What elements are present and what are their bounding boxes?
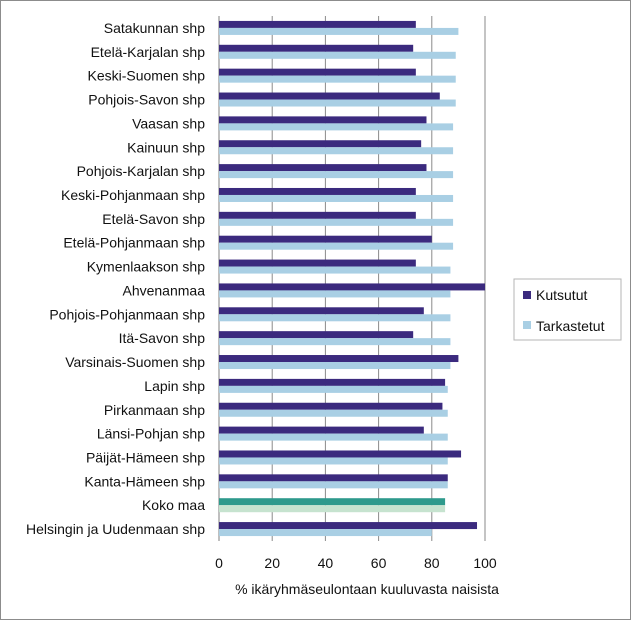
bar-kutsutut-varsinais-suomen-shp xyxy=(219,355,459,363)
bar-tarkastetut-pohjois-pohjanmaan-shp xyxy=(219,314,451,322)
bar-kutsutut-lansi-pohjan-shp xyxy=(219,426,424,434)
bar-tarkastetut-kymenlaakson-shp xyxy=(219,266,451,274)
category-labels: Satakunnan shp Etelä-Karjalan shp Keski-Su… xyxy=(26,20,205,537)
bar-tarkastetut-satakunnan-shp xyxy=(219,27,459,35)
legend-label-tarkastetut: Tarkastetut xyxy=(536,318,605,334)
bar-tarkastetut-pohjois-karjalan-shp xyxy=(219,171,454,179)
bar-kutsutut-etela-pohjanmaan-shp xyxy=(219,235,432,243)
category-label-koko-maa: Koko maa xyxy=(142,497,205,513)
x-axis-title: % ikäryhmäseulontaan kuuluvasta naisista xyxy=(235,581,499,597)
category-label-lapin-shp: Lapin shp xyxy=(144,378,205,394)
legend-box xyxy=(513,278,622,341)
category-label-kanta-hameen-shp: Kanta-Hämeen shp xyxy=(84,473,205,489)
bar-tarkastetut-ita-savon-shp xyxy=(219,338,451,346)
bar-kutsutut-ahvenanmaa xyxy=(219,283,485,291)
bar-kutsutut-vaasan-shp xyxy=(219,116,427,124)
category-label-ita-savon-shp: Itä-Savon shp xyxy=(119,330,206,346)
x-tick-label-80: 80 xyxy=(424,555,440,571)
bar-tarkastetut-vaasan-shp xyxy=(219,123,454,131)
bar-kutsutut-satakunnan-shp xyxy=(219,20,416,28)
bar-kutsutut-keski-pohjanmaan-shp xyxy=(219,187,416,195)
x-tick-labels: 0 20 40 60 80 100 xyxy=(215,555,497,571)
bar-kutsutut-kymenlaakson-shp xyxy=(219,259,416,267)
bar-kutsutut-pohjois-savon-shp xyxy=(219,92,440,100)
bar-tarkastetut-varsinais-suomen-shp xyxy=(219,362,451,370)
bar-kutsutut-pohjois-pohjanmaan-shp xyxy=(219,307,424,315)
bar-kutsutut-etela-savon-shp xyxy=(219,211,416,219)
category-label-keski-suomen-shp: Keski-Suomen shp xyxy=(87,68,205,84)
category-label-pohjois-pohjanmaan-shp: Pohjois-Pohjanmaan shp xyxy=(49,306,205,322)
bars xyxy=(219,20,485,537)
bar-kutsutut-kainuun-shp xyxy=(219,140,422,148)
bar-tarkastetut-lansi-pohjan-shp xyxy=(219,433,448,441)
category-label-ahvenanmaa: Ahvenanmaa xyxy=(122,282,205,298)
bar-tarkastetut-etela-karjalan-shp xyxy=(219,51,456,59)
x-tick-label-20: 20 xyxy=(264,555,280,571)
category-label-vaasan-shp: Vaasan shp xyxy=(132,115,205,131)
category-label-keski-pohjanmaan-shp: Keski-Pohjanmaan shp xyxy=(61,187,205,203)
bar-tarkastetut-ahvenanmaa xyxy=(219,290,451,298)
bar-kutsutut-etela-karjalan-shp xyxy=(219,44,414,52)
category-label-etela-pohjanmaan-shp: Etelä-Pohjanmaan shp xyxy=(63,235,205,251)
category-label-kymenlaakson-shp: Kymenlaakson shp xyxy=(87,259,206,275)
bar-kutsutut-keski-suomen-shp xyxy=(219,68,416,76)
bar-kutsutut-kanta-hameen-shp xyxy=(219,474,448,482)
bar-kutsutut-koko-maa xyxy=(219,498,446,506)
legend: Kutsutut Tarkastetut xyxy=(513,278,622,341)
category-label-kainuun-shp: Kainuun shp xyxy=(127,139,205,155)
x-tick-label-100: 100 xyxy=(473,555,497,571)
category-label-paijat-hameen-shp: Päijät-Hämeen shp xyxy=(86,449,205,465)
bar-tarkastetut-etela-savon-shp xyxy=(219,218,454,226)
bar-tarkastetut-kainuun-shp xyxy=(219,147,454,155)
x-tick-label-40: 40 xyxy=(318,555,334,571)
category-label-pohjois-karjalan-shp: Pohjois-Karjalan shp xyxy=(77,163,206,179)
legend-swatch-kutsutut xyxy=(523,291,531,299)
category-label-lansi-pohjan-shp: Länsi-Pohjan shp xyxy=(97,426,205,442)
x-tick-label-0: 0 xyxy=(215,555,223,571)
bar-tarkastetut-helsingin-ja-uudenmaan-shp xyxy=(219,529,432,537)
bar-tarkastetut-kanta-hameen-shp xyxy=(219,481,448,489)
category-label-satakunnan-shp: Satakunnan shp xyxy=(104,20,205,36)
bar-kutsutut-lapin-shp xyxy=(219,378,446,386)
x-tick-label-60: 60 xyxy=(371,555,387,571)
bar-kutsutut-helsingin-ja-uudenmaan-shp xyxy=(219,522,478,530)
category-label-etela-karjalan-shp: Etelä-Karjalan shp xyxy=(91,44,206,60)
bar-tarkastetut-keski-pohjanmaan-shp xyxy=(219,194,454,202)
bar-tarkastetut-pohjois-savon-shp xyxy=(219,99,456,107)
category-label-pohjois-savon-shp: Pohjois-Savon shp xyxy=(88,92,205,108)
bar-tarkastetut-pirkanmaan-shp xyxy=(219,409,448,417)
category-label-varsinais-suomen-shp: Varsinais-Suomen shp xyxy=(65,354,205,370)
bar-tarkastetut-paijat-hameen-shp xyxy=(219,457,448,465)
bar-tarkastetut-lapin-shp xyxy=(219,385,448,393)
category-label-pirkanmaan-shp: Pirkanmaan shp xyxy=(104,402,205,418)
bar-kutsutut-pohjois-karjalan-shp xyxy=(219,164,427,172)
bar-kutsutut-pirkanmaan-shp xyxy=(219,402,443,410)
category-label-helsingin-ja-uudenmaan-shp: Helsingin ja Uudenmaan shp xyxy=(26,521,205,537)
bar-tarkastetut-etela-pohjanmaan-shp xyxy=(219,242,454,250)
bar-kutsutut-ita-savon-shp xyxy=(219,331,414,339)
bar-kutsutut-paijat-hameen-shp xyxy=(219,450,462,458)
category-label-etela-savon-shp: Etelä-Savon shp xyxy=(102,211,205,227)
bar-tarkastetut-keski-suomen-shp xyxy=(219,75,456,83)
legend-label-kutsutut: Kutsutut xyxy=(536,287,587,303)
bar-tarkastetut-koko-maa xyxy=(219,505,446,513)
legend-swatch-tarkastetut xyxy=(523,321,531,329)
